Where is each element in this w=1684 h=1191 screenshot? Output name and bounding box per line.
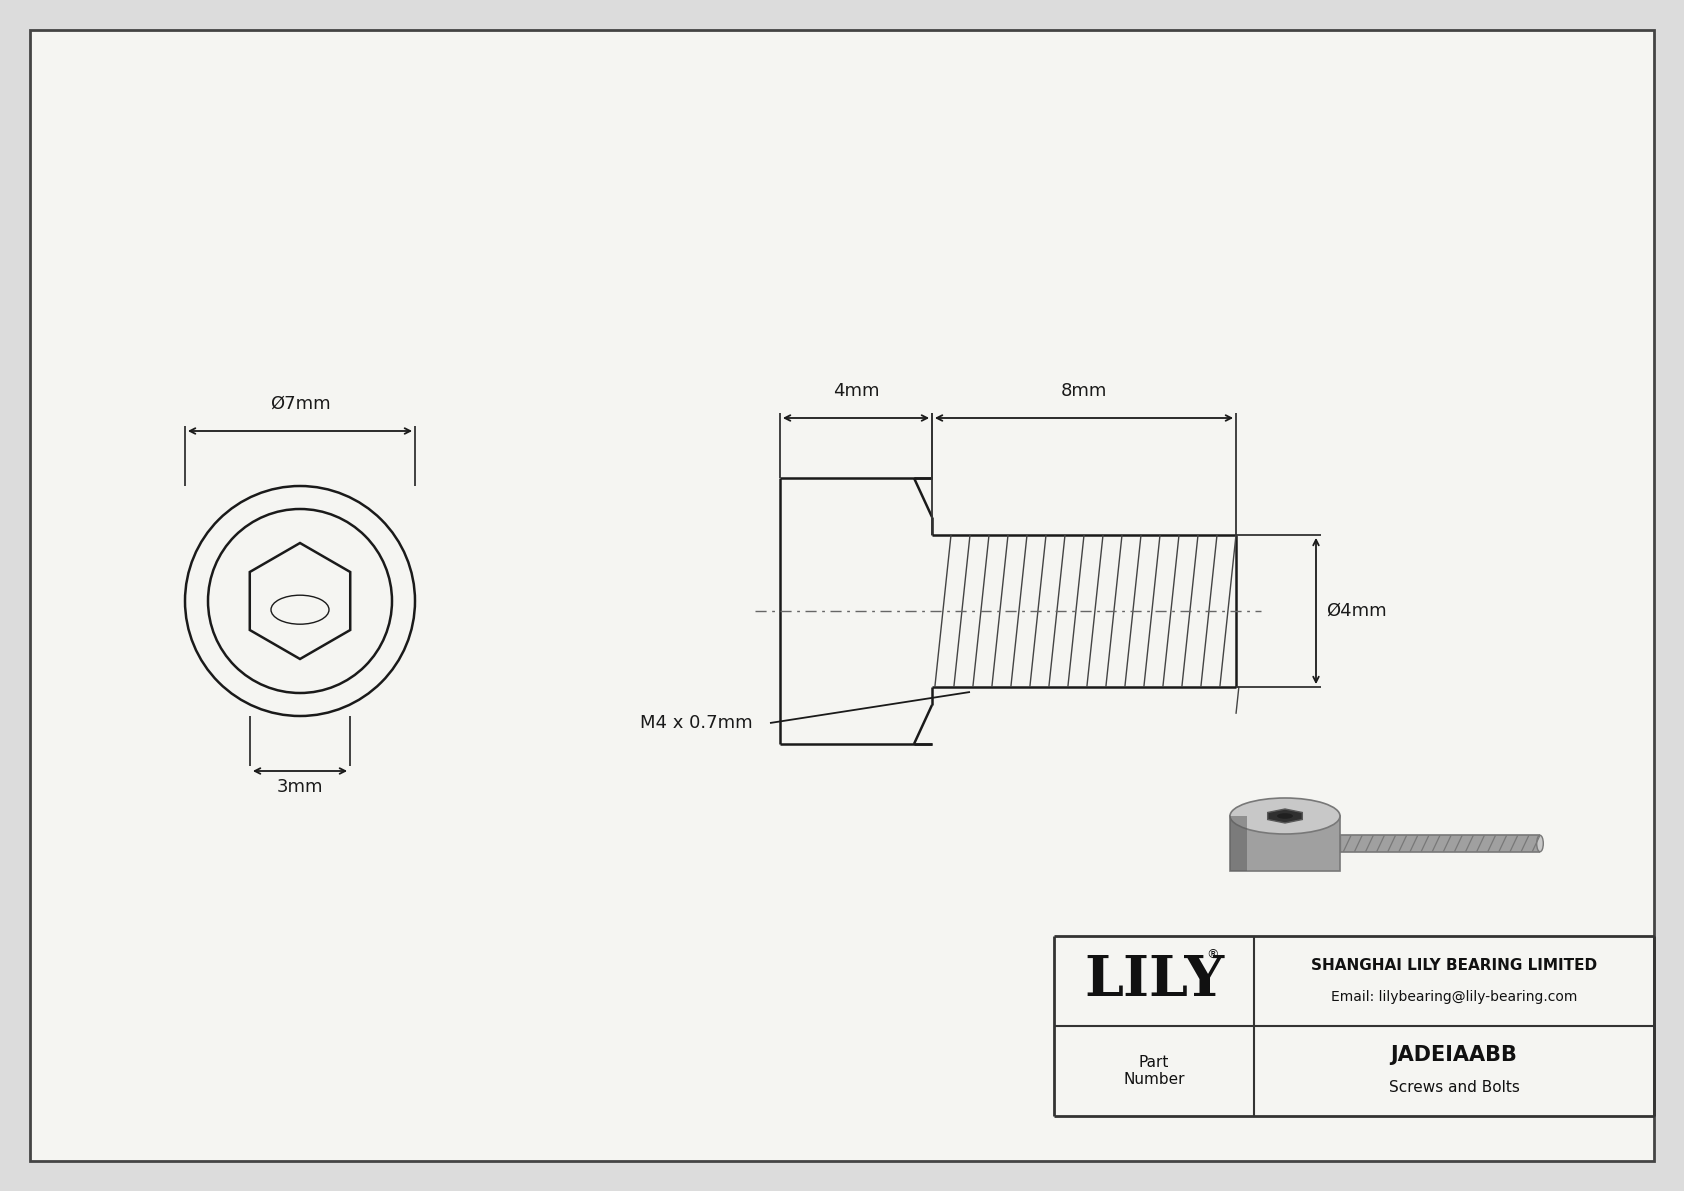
Bar [1340,835,1539,852]
Text: JADEIAABB: JADEIAABB [1391,1045,1517,1065]
Ellipse shape [1229,798,1340,834]
Text: M4 x 0.7mm: M4 x 0.7mm [640,713,753,732]
Text: LILY: LILY [1084,954,1224,1009]
Ellipse shape [1537,835,1543,852]
Polygon shape [1229,816,1340,871]
Text: Screws and Bolts: Screws and Bolts [1389,1079,1519,1095]
Ellipse shape [1276,813,1293,818]
Text: SHANGHAI LILY BEARING LIMITED: SHANGHAI LILY BEARING LIMITED [1310,958,1596,973]
Text: 4mm: 4mm [834,382,879,400]
Bar [1229,816,1246,871]
Polygon shape [1268,809,1302,823]
Text: 8mm: 8mm [1061,382,1106,400]
Text: Part
Number: Part Number [1123,1055,1186,1087]
Text: 3mm: 3mm [276,778,323,796]
Text: ®: ® [1206,948,1218,961]
Text: Ø7mm: Ø7mm [269,395,330,413]
Text: Email: lilybearing@lily-bearing.com: Email: lilybearing@lily-bearing.com [1330,990,1578,1004]
Text: Ø4mm: Ø4mm [1325,601,1386,621]
